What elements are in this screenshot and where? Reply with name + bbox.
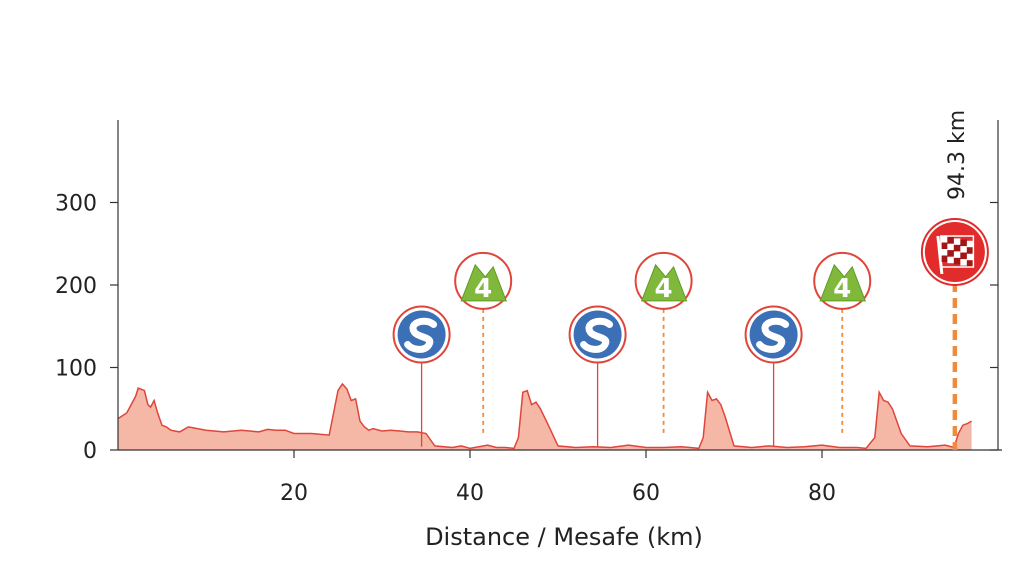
flag-cell — [953, 251, 961, 258]
y-tick-label: 200 — [55, 274, 97, 299]
flag-cell — [966, 247, 974, 254]
x-tick-label: 20 — [280, 481, 308, 506]
flag-cell — [953, 244, 961, 252]
flag-cell — [953, 238, 961, 245]
flag-cell — [966, 240, 974, 248]
flag-cell — [966, 253, 974, 261]
y-tick-label: 300 — [55, 192, 97, 217]
mountain-icon — [819, 263, 866, 302]
flag-cell — [953, 257, 961, 265]
sprint-s-glyph — [580, 317, 614, 353]
sprint-marker — [744, 305, 803, 447]
x-tick-label: 40 — [456, 481, 484, 506]
climb-category-label: 4 — [474, 274, 492, 304]
sprint-marker — [392, 305, 451, 447]
climb-category-label: 4 — [655, 274, 673, 304]
x-tick-label: 80 — [808, 481, 836, 506]
sprint-s-glyph — [404, 317, 438, 353]
y-tick-label: 0 — [83, 439, 97, 464]
flag-cell — [940, 242, 948, 249]
sprint-s-glyph — [756, 317, 790, 353]
flag-cell — [960, 239, 967, 247]
flag-outline — [940, 235, 975, 268]
flag-cell — [960, 246, 967, 253]
elevation-area — [118, 384, 972, 450]
mountain-icon — [460, 263, 507, 302]
y-tick-label: 100 — [55, 357, 97, 382]
x-tick-label: 60 — [632, 481, 660, 506]
climb-marker: 4 — [454, 251, 513, 434]
finish-distance-label: 94.3 km — [945, 110, 970, 200]
sprint-marker — [568, 305, 627, 447]
plot-area — [117, 382, 972, 450]
flag-cell — [947, 243, 954, 251]
flag-cell — [960, 252, 967, 260]
axes: 0 100 200 300 20 40 60 80 — [55, 120, 1002, 506]
flag-cell — [947, 250, 954, 257]
flag-cell — [947, 256, 954, 264]
x-axis-title: Distance / Mesafe (km) — [425, 523, 703, 551]
flag-cell — [940, 249, 948, 256]
climb-marker: 4 — [813, 251, 872, 434]
flag-cell — [947, 237, 954, 244]
flag-cell — [940, 236, 948, 243]
markers: 4 4 4 94.3 km — [392, 110, 989, 450]
flag-cell — [966, 260, 974, 267]
mountain-icon — [640, 263, 688, 302]
checkered-flag — [940, 235, 975, 268]
finish-marker: 94.3 km — [920, 110, 989, 450]
elevation-line — [117, 382, 972, 450]
climb-marker: 4 — [634, 251, 693, 434]
climb-category-label: 4 — [833, 274, 851, 304]
flag-cell — [940, 255, 948, 262]
flag-cell — [960, 259, 967, 266]
